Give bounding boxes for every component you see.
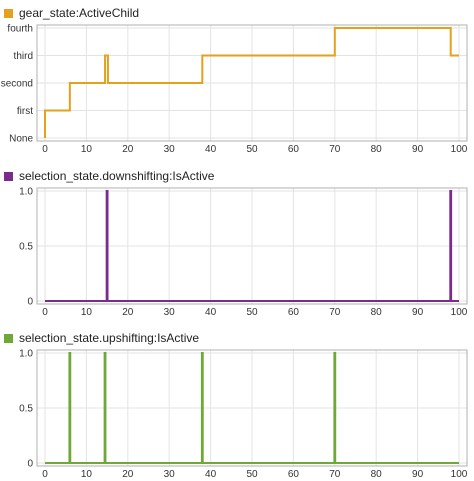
upshifting-x-tick-label: 100 (451, 469, 468, 480)
upshifting-y-tick-label: 0 (27, 459, 33, 470)
upshifting-title: selection_state.upshifting:IsActive (19, 331, 200, 345)
downshifting-x-tick-label: 60 (288, 307, 300, 318)
upshifting-title-row: selection_state.upshifting:IsActive (4, 330, 199, 346)
gear-state-x-tick-label: 100 (451, 144, 468, 155)
downshifting-x-tick-label: 50 (246, 307, 258, 318)
downshifting-series-line (45, 190, 459, 302)
downshifting-chart: 0 10 20 30 40 50 60 70 80 90 100 0 0.5 1.0 (19, 187, 468, 319)
upshifting-series-line (45, 352, 459, 464)
upshifting-x-tick-label: 80 (371, 469, 383, 480)
gear-state-chart: 0 10 20 30 40 50 60 70 80 90 100 None first second thi… (1, 24, 468, 156)
upshifting-y-tick-label: 1.0 (19, 349, 33, 360)
upshifting-x-tick-label: 70 (329, 469, 341, 480)
upshifting-x-tick-label: 10 (81, 469, 93, 480)
upshifting-legend-swatch (4, 333, 13, 343)
upshifting-x-tick-label: 50 (246, 469, 258, 480)
gear-state-y-tick-label: second (1, 79, 33, 90)
upshifting-x-tick-label: 90 (412, 469, 424, 480)
gear-state-x-tick-label: 70 (329, 144, 341, 155)
downshifting-x-tick-label: 20 (122, 307, 134, 318)
upshifting-x-tick-label: 20 (122, 469, 134, 480)
gear-state-y-tick-label: first (17, 106, 33, 117)
downshifting-title: selection_state.downshifting:IsActive (19, 169, 215, 183)
downshifting-x-tick-label: 40 (205, 307, 217, 318)
downshifting-x-tick-label: 70 (329, 307, 341, 318)
downshifting-x-tick-label: 30 (164, 307, 176, 318)
gear-state-y-tick-label: fourth (7, 24, 33, 35)
downshifting-x-tick-label: 80 (371, 307, 383, 318)
gear-state-legend-swatch (4, 8, 13, 18)
downshifting-y-tick-label: 1.0 (19, 187, 33, 198)
upshifting-x-tick-label: 30 (164, 469, 176, 480)
downshifting-axes-frame (36, 187, 468, 305)
downshifting-y-tick-label: 0 (27, 297, 33, 308)
upshifting-y-tick-label: 0.5 (19, 404, 33, 415)
downshifting-panel: selection_state.downshifting:IsActive 0 1… (0, 168, 474, 318)
downshifting-x-tick-label: 0 (42, 307, 48, 318)
downshifting-x-tick-label: 90 (412, 307, 424, 318)
downshifting-title-row: selection_state.downshifting:IsActive (4, 168, 214, 184)
downshifting-legend-swatch (4, 171, 13, 181)
downshifting-y-tick-label: 0.5 (19, 242, 33, 253)
gear-state-title: gear_state:ActiveChild (19, 6, 140, 20)
gear-state-x-tick-label: 20 (122, 144, 134, 155)
gear-state-x-tick-label: 40 (205, 144, 217, 155)
gear-state-x-tick-label: 0 (42, 144, 48, 155)
gear-state-panel: gear_state:ActiveChild 0 10 20 30 40 50 60 70 80… (0, 5, 474, 155)
gear-state-x-tick-label: 90 (412, 144, 424, 155)
gear-state-x-tick-label: 10 (81, 144, 93, 155)
upshifting-axes-frame (36, 349, 468, 467)
gear-state-x-tick-label: 60 (288, 144, 300, 155)
gear-state-y-tick-label: third (14, 51, 33, 62)
upshifting-x-tick-label: 60 (288, 469, 300, 480)
gear-state-title-row: gear_state:ActiveChild (4, 5, 139, 21)
downshifting-x-tick-label: 10 (81, 307, 93, 318)
upshifting-chart: 0 10 20 30 40 50 60 70 80 90 100 0 0.5 1.0 (19, 349, 468, 481)
gear-state-axes-frame (36, 24, 468, 142)
gear-state-x-tick-label: 30 (164, 144, 176, 155)
downshifting-x-tick-label: 100 (451, 307, 468, 318)
upshifting-panel: selection_state.upshifting:IsActive 0 10 2… (0, 330, 474, 480)
upshifting-x-tick-label: 40 (205, 469, 217, 480)
gear-state-y-tick-label: None (9, 134, 33, 145)
gear-state-x-tick-label: 80 (371, 144, 383, 155)
upshifting-x-tick-label: 0 (42, 469, 48, 480)
gear-state-x-tick-label: 50 (246, 144, 258, 155)
gear-state-series-line (44, 27, 459, 138)
